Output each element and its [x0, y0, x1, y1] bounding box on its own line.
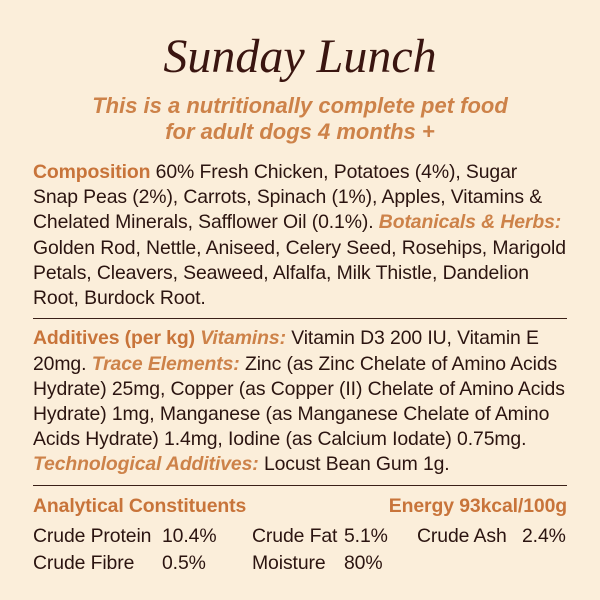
svg-text:Sunday Lunch: Sunday Lunch — [163, 30, 436, 83]
